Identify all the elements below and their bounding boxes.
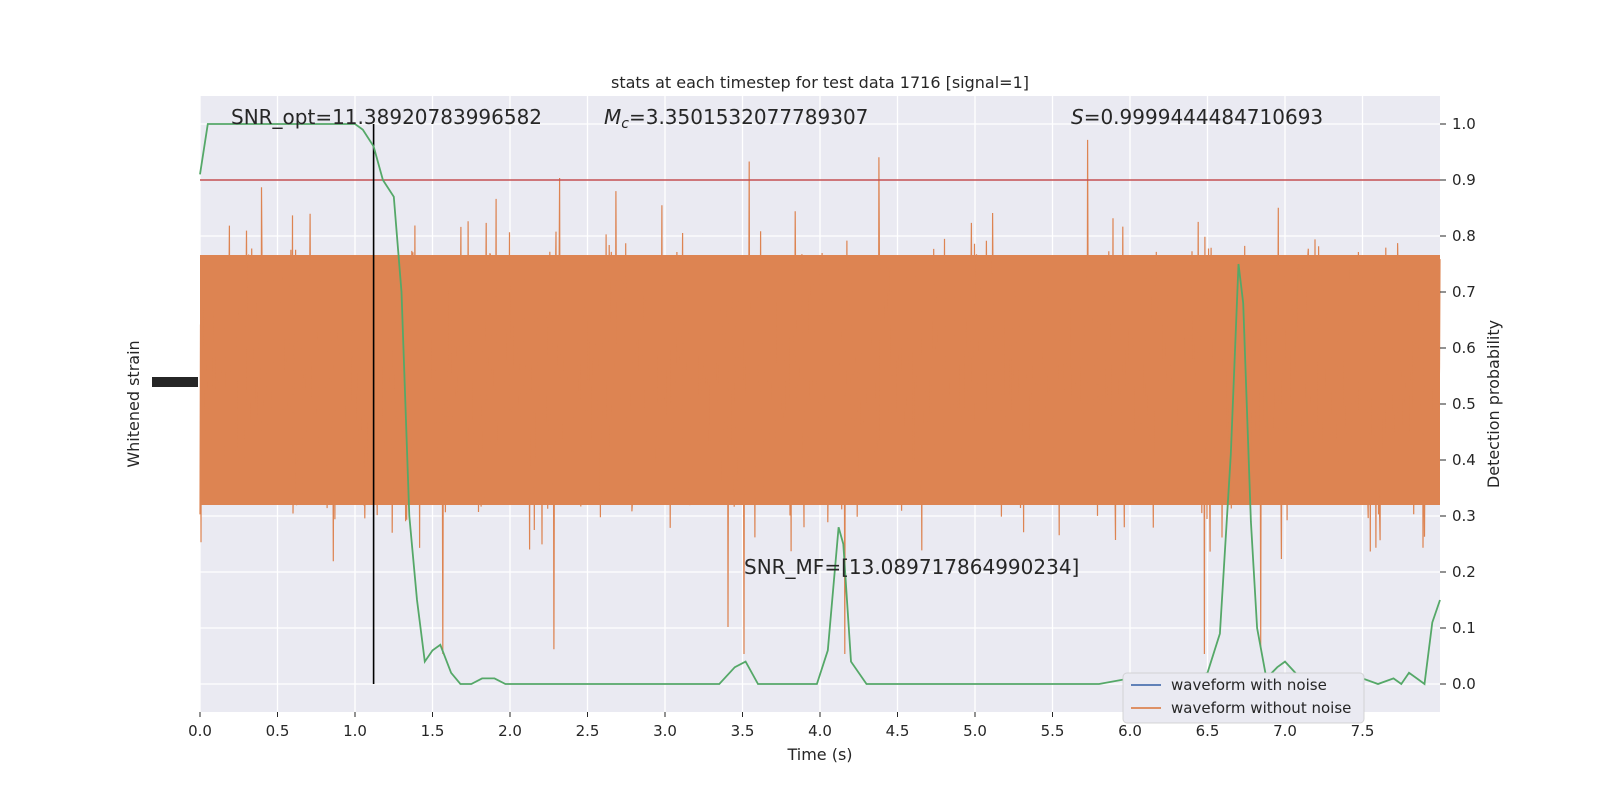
x-tick-label: 6.0 — [1118, 722, 1142, 740]
detection-probability-series — [199, 123, 1441, 686]
legend-label-without-noise: waveform without noise — [1171, 699, 1351, 717]
y-tick-label: 0.0 — [1452, 675, 1476, 693]
x-tick-label: 7.0 — [1273, 722, 1297, 740]
y-axis-right-label: Detection probability — [1484, 320, 1503, 488]
y-axis-left-label: Whitened strain — [124, 340, 143, 467]
chirp-mass-annotation: Mc=3.3501532077789307 — [604, 105, 868, 132]
x-axis-label: Time (s) — [786, 745, 852, 764]
x-tick-label: 4.5 — [886, 722, 910, 740]
x-tick-label: 0.0 — [188, 722, 212, 740]
y-axis-right-ticks: 0.0 0.1 0.2 0.3 0.4 0.5 0.6 0.7 0.8 0.9 1.0 — [1440, 115, 1476, 693]
legend: waveform with noise waveform without noi… — [1122, 672, 1365, 724]
waveform-trace — [199, 139, 1441, 655]
x-tick-label: 7.5 — [1351, 722, 1375, 740]
y-tick-label: 0.1 — [1452, 619, 1476, 637]
y-tick-label: 0.9 — [1452, 171, 1476, 189]
y-tick-label: 0.4 — [1452, 451, 1476, 469]
y-tick-label: 0.7 — [1452, 283, 1476, 301]
y-tick-label: 0.6 — [1452, 339, 1476, 357]
y-tick-label: 0.2 — [1452, 563, 1476, 581]
y-tick-label: 0.3 — [1452, 507, 1476, 525]
x-tick-label: 5.5 — [1041, 722, 1065, 740]
x-axis-ticks: 0.0 0.5 1.0 1.5 2.0 2.5 3.0 3.5 4.0 4.5 5.0 5.5 6.0 6… — [188, 712, 1374, 740]
x-tick-label: 0.5 — [266, 722, 290, 740]
y-tick-label: 0.5 — [1452, 395, 1476, 413]
x-tick-label: 1.0 — [343, 722, 367, 740]
x-tick-label: 2.5 — [576, 722, 600, 740]
x-tick-label: 1.5 — [421, 722, 445, 740]
x-tick-label: 2.0 — [498, 722, 522, 740]
snr-opt-annotation: SNR_opt=11.38920783996582 — [231, 105, 542, 129]
x-tick-label: 5.0 — [963, 722, 987, 740]
y-tick-label: 1.0 — [1452, 115, 1476, 133]
x-tick-label: 3.0 — [653, 722, 677, 740]
legend-label-with-noise: waveform with noise — [1171, 676, 1327, 694]
x-tick-label: 6.5 — [1196, 722, 1220, 740]
x-tick-label: 4.0 — [808, 722, 832, 740]
y-tick-label: 0.8 — [1452, 227, 1476, 245]
snr-mf-annotation: SNR_MF=[13.089717864990234] — [744, 555, 1079, 579]
chart-title: stats at each timestep for test data 171… — [611, 73, 1029, 92]
y-axis-left-overlapping-ticks — [152, 377, 198, 387]
x-tick-label: 3.5 — [731, 722, 755, 740]
legend-box — [1122, 672, 1365, 724]
statistic-annotation: S=0.9999444484710693 — [1071, 105, 1323, 129]
